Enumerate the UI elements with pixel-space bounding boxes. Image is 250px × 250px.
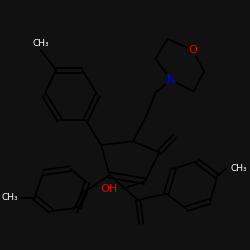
Text: CH₃: CH₃	[32, 39, 49, 48]
Text: CH₃: CH₃	[230, 164, 247, 173]
Text: CH₃: CH₃	[2, 193, 18, 202]
Text: N: N	[167, 75, 175, 85]
Text: O: O	[188, 45, 197, 55]
Text: OH: OH	[100, 184, 118, 194]
